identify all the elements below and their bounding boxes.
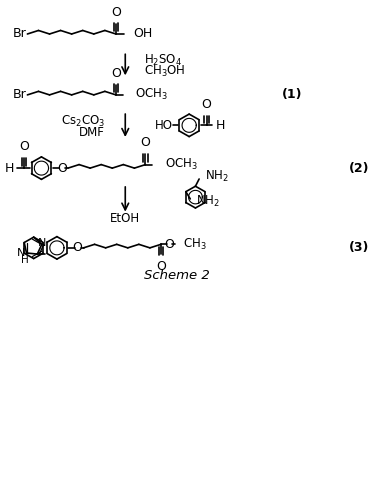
Text: Br: Br [12, 27, 26, 41]
Text: OH: OH [133, 27, 152, 41]
Text: (3): (3) [349, 241, 369, 254]
Text: CH$_3$: CH$_3$ [183, 237, 207, 252]
Text: Cs$_2$CO$_3$: Cs$_2$CO$_3$ [61, 114, 105, 129]
Text: (2): (2) [349, 161, 369, 175]
Text: O: O [202, 98, 211, 111]
Text: NH$_2$: NH$_2$ [205, 169, 229, 183]
Text: HO: HO [155, 119, 173, 132]
Text: O: O [73, 241, 83, 254]
Text: O: O [141, 137, 150, 149]
Text: N: N [17, 248, 25, 258]
Text: O: O [156, 260, 166, 273]
Text: CH$_3$OH: CH$_3$OH [144, 63, 186, 79]
Text: O: O [164, 238, 175, 251]
Text: OCH$_3$: OCH$_3$ [135, 87, 168, 103]
Text: (1): (1) [282, 89, 303, 102]
Text: DMF: DMF [79, 126, 105, 139]
Text: O: O [111, 6, 121, 19]
Text: Scheme 2: Scheme 2 [144, 269, 210, 282]
Text: N: N [38, 238, 46, 248]
Text: EtOH: EtOH [110, 212, 140, 225]
Text: NH$_2$: NH$_2$ [196, 194, 220, 209]
Text: H: H [21, 255, 29, 265]
Text: OCH$_3$: OCH$_3$ [165, 157, 198, 172]
Text: Br: Br [12, 89, 26, 102]
Text: H: H [5, 161, 14, 175]
Text: H: H [215, 119, 225, 132]
Text: O: O [111, 67, 121, 80]
Text: O: O [57, 161, 67, 175]
Text: H$_2$SO$_4$: H$_2$SO$_4$ [144, 53, 182, 68]
Text: O: O [19, 140, 29, 153]
